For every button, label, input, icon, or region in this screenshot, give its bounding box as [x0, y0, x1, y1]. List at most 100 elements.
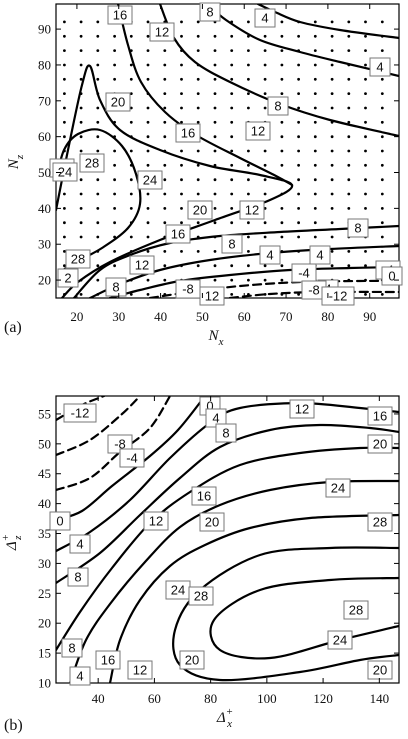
grid-dot: [180, 149, 183, 153]
contour-label: 12: [239, 200, 265, 220]
svg-text:0: 0: [206, 399, 213, 414]
grid-dot: [230, 264, 234, 268]
svg-text:12: 12: [295, 402, 309, 417]
grid-dot: [313, 192, 317, 196]
x-tick-label: 140: [370, 691, 390, 706]
y-tick-label: 10: [38, 676, 51, 691]
grid-dot: [113, 63, 116, 67]
y-tick-label: 50: [38, 165, 51, 180]
grid-dot: [113, 250, 116, 253]
grid-dot: [347, 34, 351, 38]
contour-label: -4: [291, 263, 317, 283]
grid-dot: [380, 178, 384, 182]
grid-dot: [347, 336, 350, 339]
grid-dot: [280, 221, 284, 225]
grid-dot: [129, 77, 133, 81]
grid-dot: [96, 235, 100, 239]
grid-dot: [213, 250, 217, 253]
grid-dot: [247, 163, 250, 167]
grid-dot: [63, 221, 66, 225]
grid-dot: [146, 34, 150, 38]
svg-text:4: 4: [261, 11, 268, 26]
svg-text:28: 28: [85, 156, 99, 171]
grid-dot: [330, 77, 334, 81]
contour-label: 28: [343, 600, 369, 620]
grid-dot: [79, 149, 83, 153]
grid-dot: [230, 63, 234, 67]
grid-dot: [213, 278, 217, 282]
grid-dot: [347, 207, 351, 210]
contour-label: 16: [191, 486, 217, 506]
y-tick-label: 90: [38, 22, 51, 37]
grid-dot: [347, 120, 351, 124]
grid-dot: [197, 336, 200, 339]
contour-label: 16: [367, 406, 393, 426]
grid-dot: [129, 207, 133, 210]
grid-dot: [263, 106, 267, 110]
contour-label: 4: [254, 8, 276, 28]
grid-dot: [79, 120, 83, 124]
grid-dot: [280, 163, 284, 167]
grid-dot: [364, 106, 367, 110]
svg-text:8: 8: [74, 570, 81, 585]
grid-dot: [347, 20, 351, 24]
grid-dot: [196, 77, 200, 81]
svg-text:-8: -8: [114, 437, 126, 452]
grid-dot: [230, 92, 234, 95]
grid-dot: [180, 207, 183, 210]
grid-dot: [280, 20, 284, 24]
grid-dot: [330, 20, 334, 24]
grid-dot: [247, 178, 250, 182]
grid-dot: [180, 77, 183, 81]
contour-line-4: [256, 4, 399, 40]
grid-dot: [79, 77, 83, 81]
grid-dot: [180, 221, 183, 225]
svg-text:24: 24: [58, 165, 72, 180]
grid-dot: [113, 192, 116, 196]
svg-text:-8: -8: [182, 282, 194, 297]
contour-line-11: [209, 576, 399, 660]
contour-label: 20: [187, 200, 213, 220]
grid-dot: [380, 293, 384, 296]
grid-dot: [146, 106, 150, 110]
contour-label: -12: [63, 403, 97, 423]
grid-dot: [113, 34, 116, 38]
grid-dot: [297, 207, 300, 210]
grid-dot: [313, 106, 317, 110]
y-tick-label: 70: [38, 93, 51, 108]
grid-dot: [96, 264, 100, 268]
grid-dot: [263, 221, 267, 225]
grid-dot: [96, 322, 99, 325]
grid-dot: [247, 92, 250, 95]
grid-dot: [347, 250, 351, 253]
x-tick-label: 80: [321, 309, 334, 324]
contour-label: 16: [165, 224, 191, 244]
grid-dot: [129, 192, 133, 196]
grid-dot: [163, 163, 167, 167]
svg-text:28: 28: [349, 603, 363, 618]
grid-dot: [364, 77, 367, 81]
contour-label: 20: [367, 434, 393, 454]
grid-dot: [280, 77, 284, 81]
contour-line-6: [56, 128, 142, 274]
grid-dot: [213, 178, 217, 182]
grid-dot: [213, 264, 217, 268]
grid-dot: [63, 207, 66, 210]
contour-line-7: [56, 446, 399, 652]
grid-dot: [163, 264, 167, 268]
y-tick-label: 40: [38, 496, 51, 511]
grid-dot: [113, 336, 116, 339]
svg-text:24: 24: [171, 583, 185, 598]
grid-dot: [380, 135, 384, 139]
grid-dot: [380, 92, 384, 95]
grid-dot: [247, 77, 250, 81]
grid-dot: [247, 250, 250, 253]
grid-dot: [247, 278, 250, 282]
grid-dot: [230, 135, 234, 139]
svg-text:8: 8: [228, 237, 235, 252]
grid-dot: [347, 149, 351, 153]
grid-dot: [113, 77, 116, 81]
contour-label: 8: [67, 567, 89, 587]
grid-dot: [96, 49, 100, 52]
y-tick-label: 35: [38, 526, 51, 541]
